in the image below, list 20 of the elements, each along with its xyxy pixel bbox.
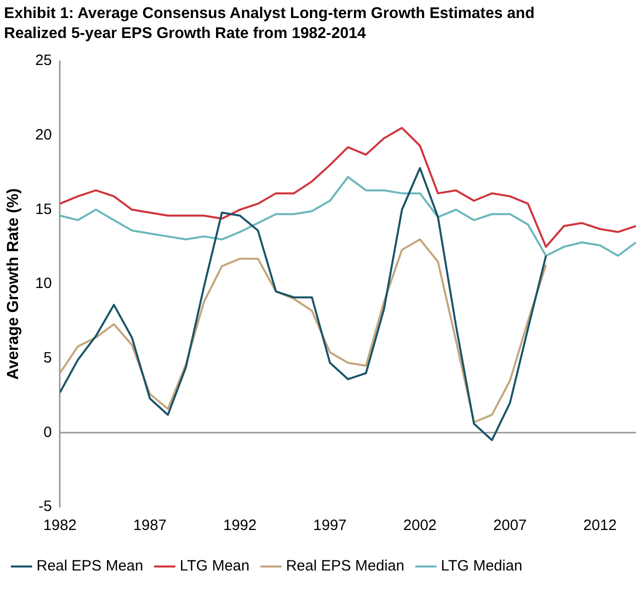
legend-label: LTG Median bbox=[440, 558, 522, 575]
y-tick-label: 20 bbox=[35, 126, 52, 144]
chart-title: Exhibit 1: Average Consensus Analyst Long-term Growth Estimates and Realized 5-year EPS Growth Rate from 1982-2014 bbox=[3, 4, 536, 44]
y-tick-label: 0 bbox=[44, 424, 52, 441]
y-axis-title: Average Growth Rate (%) bbox=[5, 188, 22, 380]
y-tick-label: -5 bbox=[38, 498, 52, 516]
x-tick-label: 1982 bbox=[43, 517, 77, 534]
x-tick-label: 1992 bbox=[223, 517, 257, 534]
y-tick-label: 5 bbox=[44, 349, 52, 366]
x-tick-label: 2002 bbox=[403, 517, 437, 534]
legend-label: Real EPS Median bbox=[286, 558, 404, 575]
legend-label: LTG Mean bbox=[180, 558, 250, 575]
x-tick-label: 2012 bbox=[583, 517, 617, 534]
y-tick-label: 25 bbox=[35, 52, 52, 70]
y-tick-label: 15 bbox=[35, 200, 52, 218]
legend-label: Real EPS Mean bbox=[36, 558, 144, 575]
x-tick-label: 1987 bbox=[133, 517, 167, 534]
x-tick-label: 1997 bbox=[313, 517, 347, 534]
x-tick-label: 2007 bbox=[493, 517, 527, 534]
y-tick-label: 10 bbox=[35, 275, 52, 292]
